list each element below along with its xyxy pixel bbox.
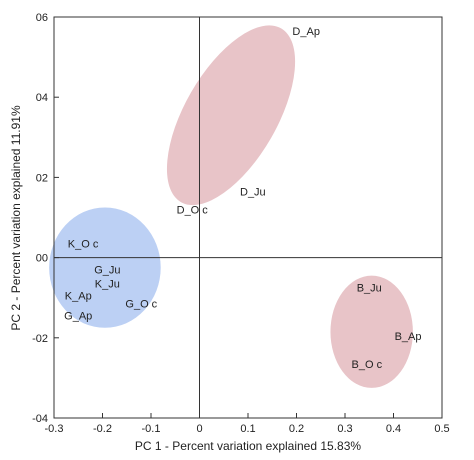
x-tick-label: 0 (196, 423, 202, 435)
x-tick-label: 0.5 (434, 423, 449, 435)
point-label-d_oc: D_O c (177, 204, 209, 216)
point-label-k_ap: K_Ap (65, 291, 92, 303)
x-tick-label: 0.2 (289, 423, 304, 435)
x-tick-label: 0.1 (240, 423, 255, 435)
point-label-d_ju: D_Ju (240, 186, 266, 198)
point-label-g_oc: G_O c (125, 299, 157, 311)
x-axis-ticks: -0.3 -0.2 -0.1 0 0.1 0.2 0.3 0.4 0.5 (45, 413, 450, 435)
y-tick-label: 02 (36, 172, 48, 184)
point-label-g_ju: G_Ju (94, 265, 120, 277)
cluster-ellipse-2 (49, 207, 161, 328)
point-label-k_oc: K_O c (68, 239, 99, 251)
x-tick-label: 0.3 (337, 423, 352, 435)
cluster-ellipses (49, 25, 413, 388)
y-axis-ticks: -04 -02 00 02 04 06 (32, 12, 59, 425)
point-label-b_ap: B_Ap (395, 331, 422, 343)
point-label-b_oc: B_O c (352, 359, 383, 371)
cluster-ellipse-3 (330, 275, 413, 388)
x-tick-label: 0.4 (386, 423, 401, 435)
y-tick-label: 00 (36, 253, 48, 265)
point-label-b_ju: B_Ju (357, 283, 382, 295)
y-axis-label: PC 2 - Percent variation explained 11.91… (9, 105, 23, 331)
point-labels: D_Ap D_Ju D_O c K_O c G_Ju K_JuK_Ap G_O c G_Ap B… (64, 26, 421, 371)
point-label-k_ju: K_Ju (95, 279, 120, 291)
zero-lines (54, 17, 442, 418)
point-label-d_ap: D_Ap (292, 26, 320, 38)
y-tick-label: -04 (32, 413, 48, 425)
y-tick-label: 06 (36, 12, 48, 24)
point-label-g_ap: G_Ap (64, 311, 92, 323)
y-tick-label: 04 (36, 92, 48, 104)
y-tick-label: -02 (32, 333, 48, 345)
x-tick-label: -0.1 (142, 423, 161, 435)
x-axis-label: PC 1 - Percent variation explained 15.83… (135, 439, 361, 453)
x-tick-label: -0.3 (45, 423, 64, 435)
x-tick-label: -0.2 (93, 423, 112, 435)
cluster-ellipse-1 (166, 25, 296, 206)
